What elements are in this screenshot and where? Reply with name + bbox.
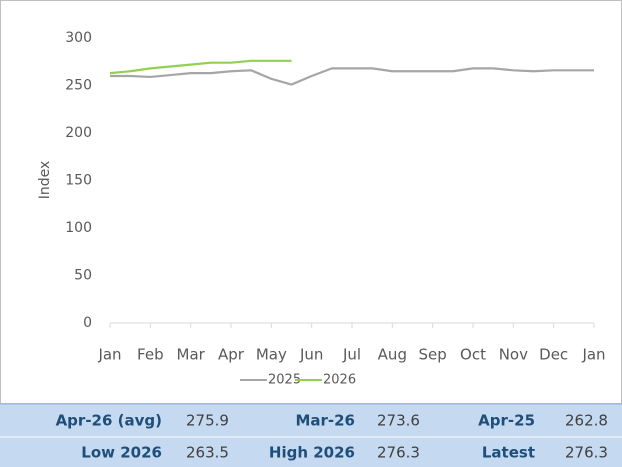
y-tick-label: 100 [65,220,92,236]
y-axis-label: Index [37,161,53,200]
table-value: 263.5 [186,444,229,462]
series-line [109,59,292,75]
y-tick-label: 250 [65,78,92,94]
table-value: 276.3 [377,444,420,462]
x-tick-label: Jan [97,346,121,364]
x-tick-label: May [256,346,287,364]
x-tick-label: Apr [218,346,245,364]
x-tick-label: Sep [419,346,447,364]
series-line [110,67,594,86]
x-tick-label: Aug [378,346,407,364]
x-tick-label: Mar [177,346,206,364]
chart-frame [0,0,622,404]
y-tick-label: 300 [65,30,92,46]
table-label: Mar-26 [295,412,355,430]
table-value: 262.8 [565,412,608,430]
x-tick-label: Dec [539,346,568,364]
y-tick-label: 0 [83,315,92,331]
table-label: Low 2026 [81,444,162,462]
table-background [0,404,622,467]
y-tick-label: 50 [74,268,92,284]
table-value: 275.9 [186,412,229,430]
table-label: Latest [482,444,535,462]
table-label: Apr-25 [478,412,535,430]
table-label: High 2026 [269,444,355,462]
legend-label: 2025 [268,373,301,388]
x-tick-label: Jan [581,346,605,364]
table-value: 276.3 [565,444,608,462]
y-tick-label: 150 [65,173,92,189]
y-tick-label: 200 [65,125,92,141]
x-tick-label: Oct [460,346,486,364]
table-value: 273.6 [377,412,420,430]
table-label: Apr-26 (avg) [56,412,162,430]
legend-label: 2026 [323,373,356,388]
x-tick-label: Feb [137,346,164,364]
x-tick-label: Nov [499,346,528,364]
x-tick-label: Jun [299,346,323,364]
x-tick-label: Jul [342,346,361,364]
